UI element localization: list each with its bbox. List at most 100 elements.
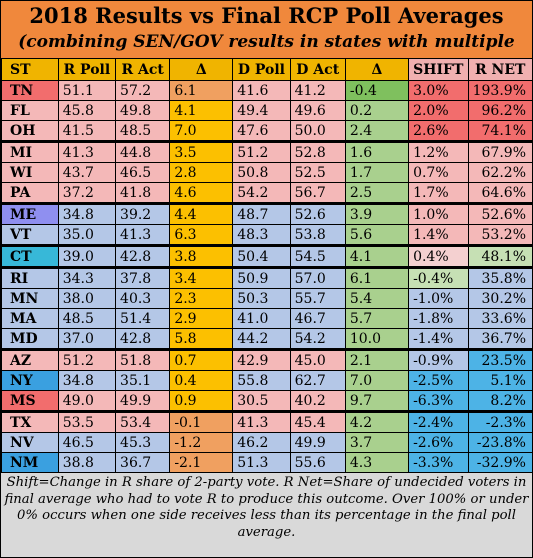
r-poll-cell: 41.3 bbox=[57, 140, 117, 163]
r-poll-cell: 43.7 bbox=[57, 162, 117, 183]
d-poll-cell: 51.2 bbox=[232, 140, 291, 163]
d-act-cell: 50.0 bbox=[289, 120, 346, 142]
r-net-cell: -23.8% bbox=[467, 432, 533, 453]
d-act-cell: 54.2 bbox=[289, 328, 346, 350]
r-poll-cell: 51.2 bbox=[57, 348, 117, 371]
column-header: R Poll bbox=[57, 58, 117, 81]
r-act-cell: 51.4 bbox=[115, 308, 171, 329]
footnote: Shift=Change in R share of 2-party vote.… bbox=[1, 473, 532, 557]
r-net-cell: 35.8% bbox=[467, 266, 533, 289]
state-cell: PA bbox=[1, 182, 59, 204]
r-poll-cell: 46.5 bbox=[57, 432, 117, 453]
r-act-cell: 40.3 bbox=[115, 288, 171, 309]
shift-cell: 1.0% bbox=[408, 202, 469, 225]
shift-cell: -6.3% bbox=[408, 390, 469, 412]
table-row: CT 39.0 42.8 3.8 50.4 54.5 4.1 0.4% 48.1% bbox=[1, 244, 533, 268]
column-header: D Act bbox=[289, 58, 346, 81]
table-row: MD 37.0 42.8 5.8 44.2 54.2 10.0 -1.4% 36.7% bbox=[1, 328, 533, 350]
d-poll-cell: 54.2 bbox=[232, 182, 291, 204]
r-poll-cell: 48.5 bbox=[57, 308, 117, 329]
r-poll-cell: 34.8 bbox=[57, 370, 117, 391]
r-poll-cell: 37.0 bbox=[57, 328, 117, 350]
title-banner: 2018 Results vs Final RCP Poll Averages … bbox=[1, 1, 532, 76]
d-poll-cell: 47.6 bbox=[232, 120, 291, 142]
table-row: AZ 51.2 51.8 0.7 42.9 45.0 2.1 -0.9% 23.5% bbox=[1, 348, 533, 371]
d-act-cell: 40.2 bbox=[289, 390, 346, 412]
r-net-cell: 5.1% bbox=[467, 370, 533, 391]
r-delta-cell: 7.0 bbox=[169, 120, 234, 142]
r-delta-cell: 5.8 bbox=[169, 328, 234, 350]
d-poll-cell: 51.3 bbox=[232, 452, 291, 473]
state-cell: AZ bbox=[1, 348, 59, 371]
r-act-cell: 45.3 bbox=[115, 432, 171, 453]
r-delta-cell: 0.9 bbox=[169, 390, 234, 412]
r-act-cell: 37.8 bbox=[115, 266, 171, 289]
d-delta-cell: 5.4 bbox=[344, 288, 410, 309]
r-act-cell: 35.1 bbox=[115, 370, 171, 391]
r-poll-cell: 49.0 bbox=[57, 390, 117, 412]
table-row: RI 34.3 37.8 3.4 50.9 57.0 6.1 -0.4% 35.8% bbox=[1, 266, 533, 289]
shift-cell: -0.9% bbox=[408, 348, 469, 371]
r-act-cell: 42.8 bbox=[115, 244, 171, 268]
d-act-cell: 49.9 bbox=[289, 432, 346, 453]
chart-title: 2018 Results vs Final RCP Poll Averages bbox=[29, 3, 504, 28]
d-delta-cell: 1.6 bbox=[344, 140, 410, 163]
d-delta-cell: 5.6 bbox=[344, 224, 410, 246]
r-net-cell: 23.5% bbox=[467, 348, 533, 371]
r-delta-cell: 6.3 bbox=[169, 224, 234, 246]
shift-cell: -2.4% bbox=[408, 410, 469, 433]
header-row: ST R Poll R Act Δ D Poll D Act Δ SHIFT R NET bbox=[1, 58, 533, 81]
d-act-cell: 52.6 bbox=[289, 202, 346, 225]
r-net-cell: 48.1% bbox=[467, 244, 533, 268]
r-poll-cell: 37.2 bbox=[57, 182, 117, 204]
d-poll-cell: 48.7 bbox=[232, 202, 291, 225]
table-row: MN 38.0 40.3 2.3 50.3 55.7 5.4 -1.0% 30.2% bbox=[1, 288, 533, 309]
r-act-cell: 49.9 bbox=[115, 390, 171, 412]
table-row: NM 38.8 36.7 -2.1 51.3 55.6 4.3 -3.3% -32.9% bbox=[1, 452, 533, 473]
d-delta-cell: 1.7 bbox=[344, 162, 410, 183]
r-net-cell: 67.9% bbox=[467, 140, 533, 163]
state-cell: FL bbox=[1, 100, 59, 121]
r-delta-cell: -2.1 bbox=[169, 452, 234, 473]
r-act-cell: 41.8 bbox=[115, 182, 171, 204]
r-net-cell: 193.9% bbox=[467, 80, 533, 101]
shift-cell: 3.0% bbox=[408, 80, 469, 101]
shift-cell: -3.3% bbox=[408, 452, 469, 473]
r-delta-cell: 4.4 bbox=[169, 202, 234, 225]
d-delta-cell: 3.7 bbox=[344, 432, 410, 453]
d-act-cell: 57.0 bbox=[289, 266, 346, 289]
d-act-cell: 62.7 bbox=[289, 370, 346, 391]
r-delta-cell: 3.4 bbox=[169, 266, 234, 289]
r-net-cell: -32.9% bbox=[467, 452, 533, 473]
d-delta-cell: 3.9 bbox=[344, 202, 410, 225]
d-poll-cell: 49.4 bbox=[232, 100, 291, 121]
d-poll-cell: 44.2 bbox=[232, 328, 291, 350]
d-delta-cell: 9.7 bbox=[344, 390, 410, 412]
r-poll-cell: 39.0 bbox=[57, 244, 117, 268]
state-cell: VT bbox=[1, 224, 59, 246]
d-poll-cell: 41.6 bbox=[232, 80, 291, 101]
state-cell: NV bbox=[1, 432, 59, 453]
state-cell: MD bbox=[1, 328, 59, 350]
shift-cell: 0.7% bbox=[408, 162, 469, 183]
r-net-cell: 36.7% bbox=[467, 328, 533, 350]
r-net-cell: 52.6% bbox=[467, 202, 533, 225]
shift-cell: -0.4% bbox=[408, 266, 469, 289]
r-delta-cell: 4.6 bbox=[169, 182, 234, 204]
state-cell: MI bbox=[1, 140, 59, 163]
table-row: ME 34.8 39.2 4.4 48.7 52.6 3.9 1.0% 52.6% bbox=[1, 202, 533, 225]
table-row: VT 35.0 41.3 6.3 48.3 53.8 5.6 1.4% 53.2% bbox=[1, 224, 533, 246]
shift-cell: 0.4% bbox=[408, 244, 469, 268]
d-poll-cell: 48.3 bbox=[232, 224, 291, 246]
d-delta-cell: 7.0 bbox=[344, 370, 410, 391]
table-row: MA 48.5 51.4 2.9 41.0 46.7 5.7 -1.8% 33.6% bbox=[1, 308, 533, 329]
state-cell: WI bbox=[1, 162, 59, 183]
d-act-cell: 55.6 bbox=[289, 452, 346, 473]
table-row: NV 46.5 45.3 -1.2 46.2 49.9 3.7 -2.6% -23.8% bbox=[1, 432, 533, 453]
column-header: ST bbox=[1, 58, 59, 81]
r-act-cell: 51.8 bbox=[115, 348, 171, 371]
state-cell: TN bbox=[1, 80, 59, 101]
column-header: R Act bbox=[115, 58, 171, 81]
state-cell: MS bbox=[1, 390, 59, 412]
shift-cell: -1.8% bbox=[408, 308, 469, 329]
